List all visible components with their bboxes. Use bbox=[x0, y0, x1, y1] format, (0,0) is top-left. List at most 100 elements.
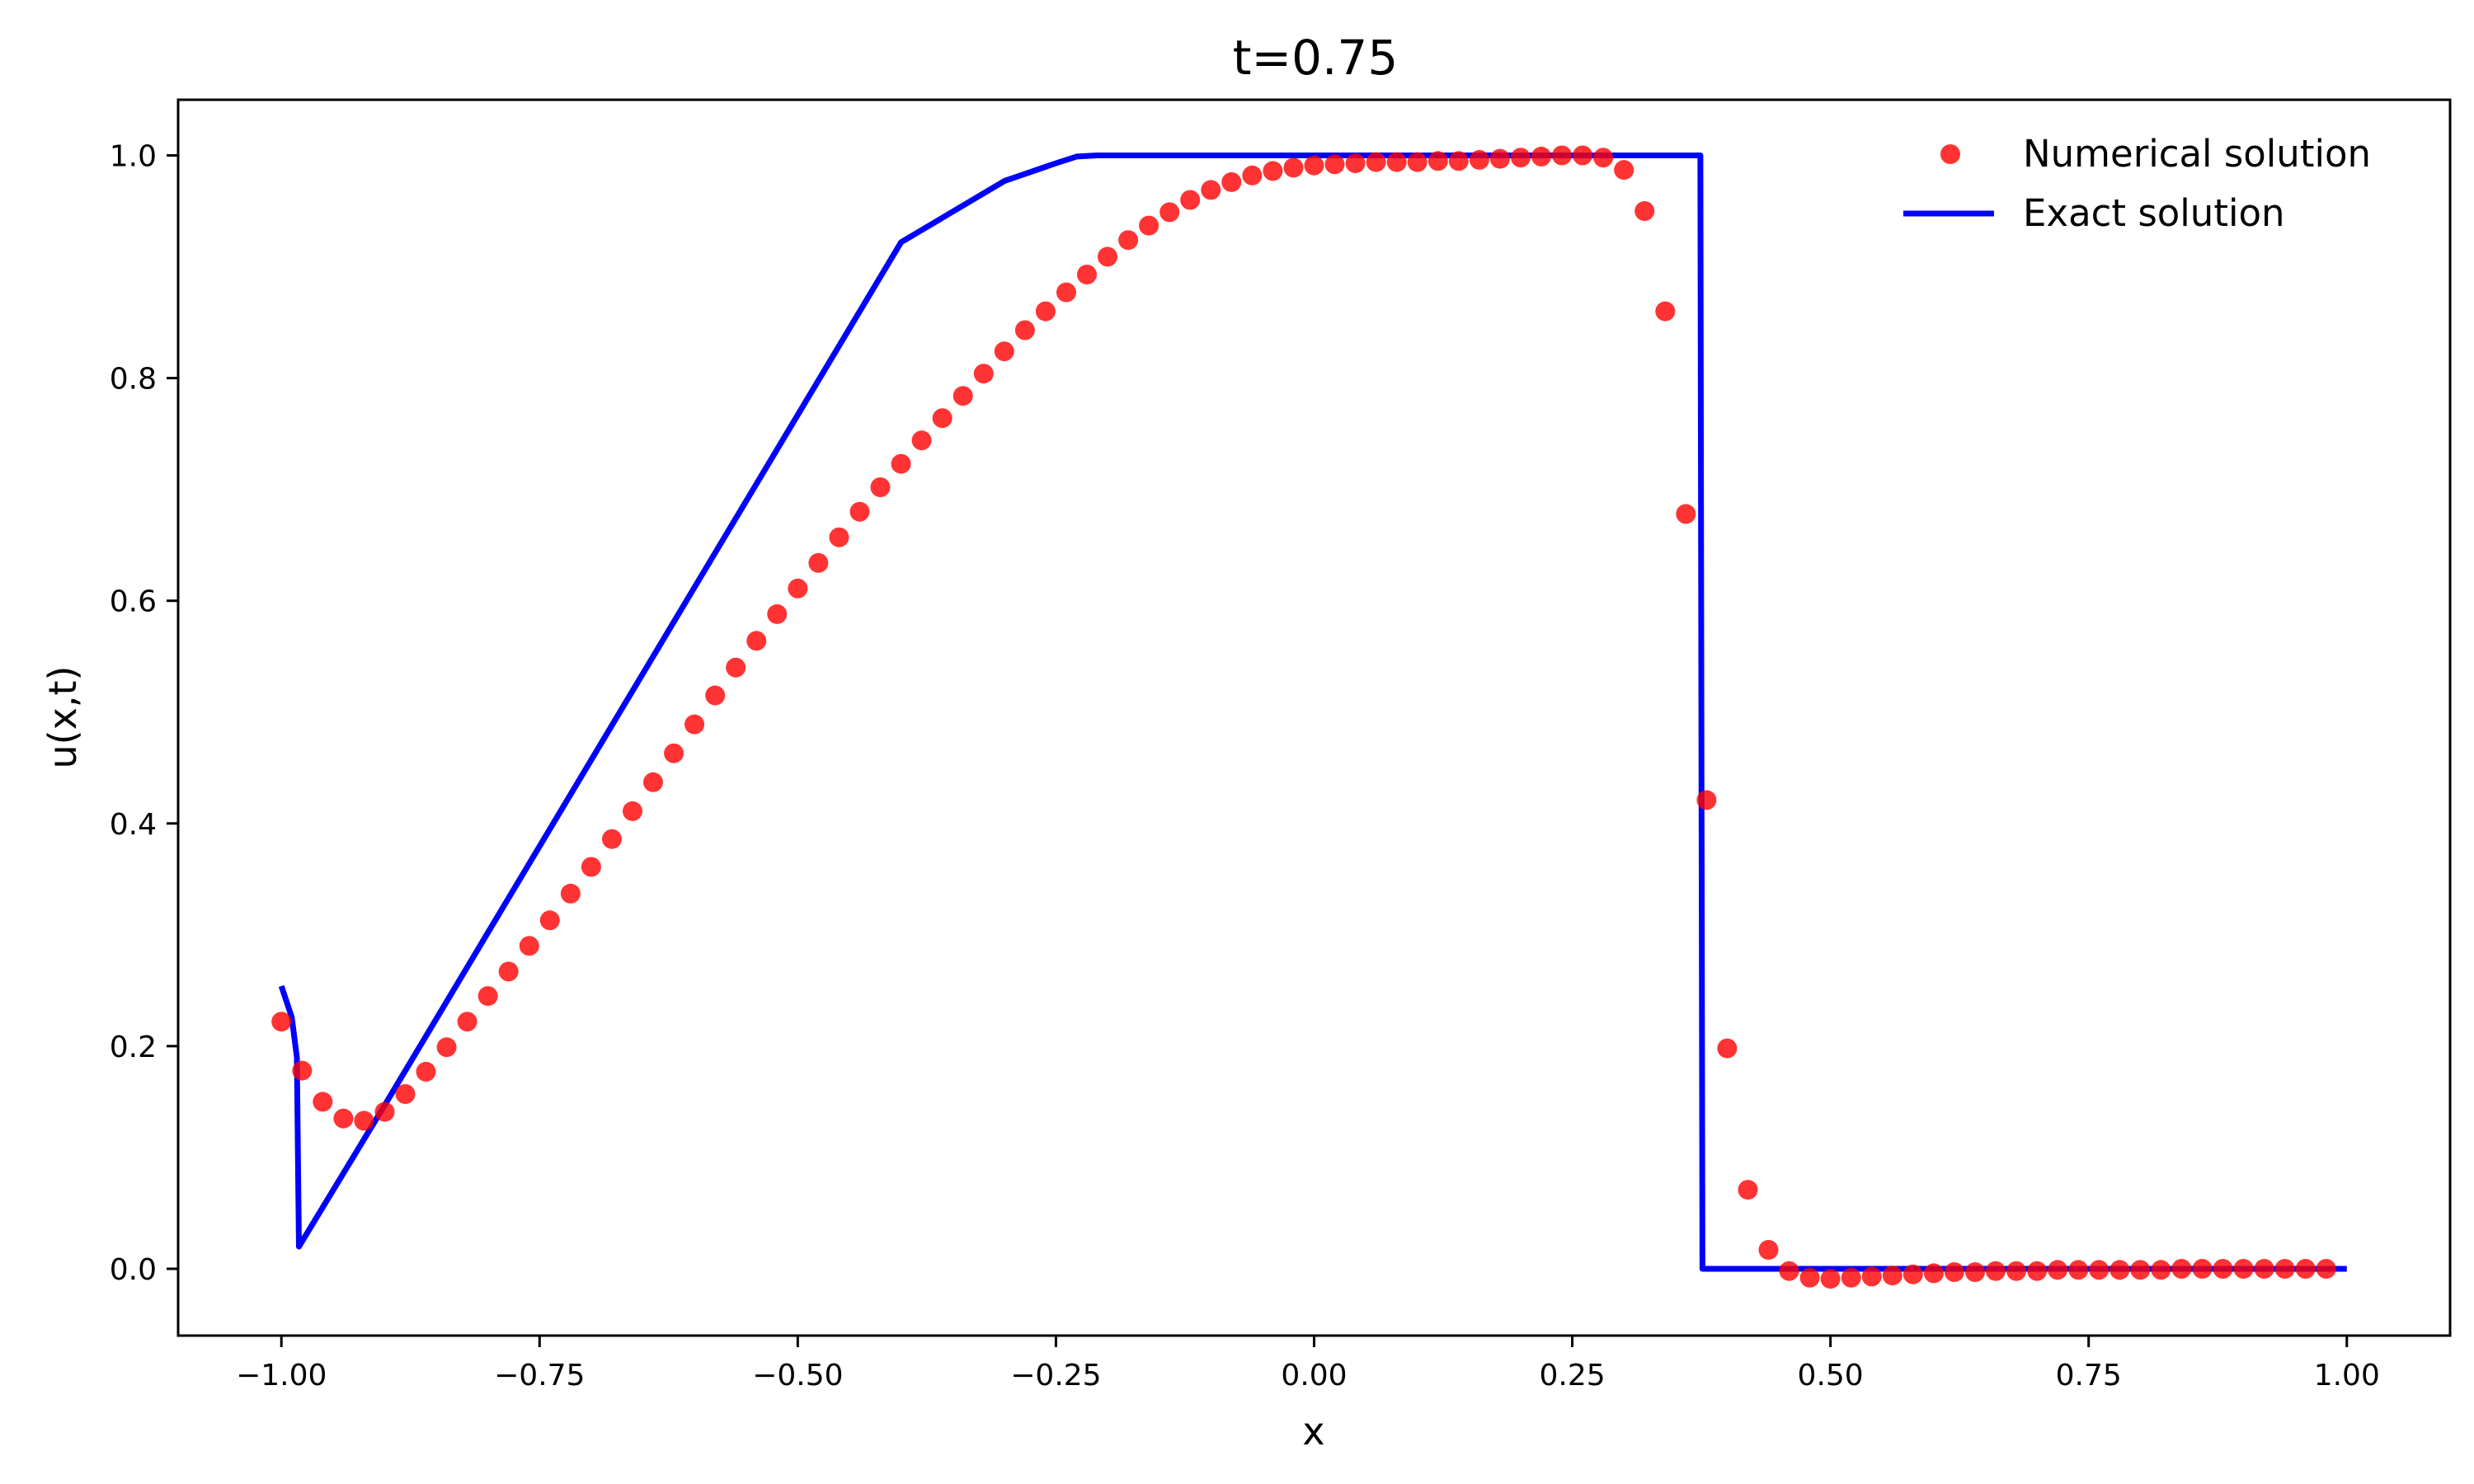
numerical-solution-point bbox=[1056, 282, 1076, 303]
y-tick-label: 0.8 bbox=[110, 363, 157, 397]
numerical-solution-point bbox=[271, 1012, 292, 1032]
x-tick-label: 0.50 bbox=[1798, 1359, 1864, 1392]
numerical-solution-point bbox=[1159, 202, 1180, 223]
numerical-solution-point bbox=[623, 801, 642, 821]
numerical-solution-point bbox=[994, 341, 1014, 362]
numerical-solution-point bbox=[416, 1061, 436, 1082]
numerical-solution-point bbox=[2192, 1259, 2213, 1279]
numerical-solution-point bbox=[705, 685, 726, 706]
x-axis: −1.00 −0.75 −0.50 −0.25 0.00 0.25 0.50 0.75 1.00 bbox=[236, 1336, 2380, 1392]
x-tick-label: −0.50 bbox=[752, 1359, 843, 1392]
x-tick-label: −0.75 bbox=[494, 1359, 585, 1392]
y-axis: 0.0 0.2 0.4 0.6 0.8 1.0 bbox=[110, 140, 178, 1287]
exact-solution-line bbox=[278, 153, 2347, 1272]
y-tick-label: 1.0 bbox=[110, 140, 157, 174]
numerical-solution-point bbox=[870, 477, 891, 497]
numerical-solution-point bbox=[2274, 1259, 2295, 1279]
numerical-solution-point bbox=[2295, 1259, 2316, 1279]
numerical-solution-point bbox=[581, 857, 601, 877]
numerical-solution-point bbox=[684, 714, 705, 735]
numerical-solution-point bbox=[1614, 160, 1634, 181]
numerical-solution-point bbox=[436, 1037, 457, 1058]
numerical-solution-point bbox=[1779, 1261, 1799, 1281]
numerical-solution-point bbox=[1077, 265, 1097, 284]
numerical-solution-point bbox=[911, 430, 932, 451]
numerical-solution-point bbox=[2171, 1259, 2192, 1279]
numerical-solution-point bbox=[2254, 1259, 2274, 1279]
numerical-solution-point bbox=[1593, 148, 1614, 168]
numerical-solution-point bbox=[1035, 301, 1056, 322]
numerical-solution-point bbox=[1717, 1038, 1738, 1059]
numerical-solution-point bbox=[829, 527, 849, 547]
numerical-solution-point bbox=[292, 1060, 313, 1081]
axes-frame bbox=[176, 98, 2452, 1337]
x-tick-label: −1.00 bbox=[236, 1359, 327, 1392]
numerical-solution-point bbox=[354, 1111, 374, 1131]
numerical-solution-point bbox=[788, 578, 808, 599]
numerical-solution-point bbox=[1469, 149, 1489, 170]
numerical-solution-point bbox=[1552, 145, 1572, 166]
numerical-solution-point bbox=[1841, 1267, 1861, 1288]
x-tick-label: −0.25 bbox=[1010, 1359, 1101, 1392]
numerical-solution-point bbox=[1180, 190, 1201, 210]
x-tick-label: 0.75 bbox=[2056, 1359, 2122, 1392]
x-tick-label: 0.00 bbox=[1281, 1359, 1347, 1392]
numerical-solution-point bbox=[498, 961, 519, 982]
numerical-solution-point bbox=[2130, 1260, 2151, 1280]
numerical-solution-point bbox=[2233, 1259, 2254, 1279]
numerical-solution-point bbox=[2089, 1260, 2109, 1280]
numerical-solution-point bbox=[1427, 151, 1448, 171]
numerical-solution-point bbox=[1882, 1266, 1903, 1286]
x-tick-label: 1.00 bbox=[2314, 1359, 2380, 1392]
numerical-solution-point bbox=[395, 1084, 416, 1104]
numerical-solution-point bbox=[1366, 152, 1386, 172]
numerical-solution-point bbox=[1201, 180, 1221, 200]
numerical-solution-point bbox=[2048, 1260, 2068, 1280]
numerical-solution-point bbox=[457, 1012, 477, 1032]
numerical-solution-point bbox=[1965, 1262, 1985, 1282]
numerical-solution-point bbox=[643, 772, 663, 792]
numerical-solution-point bbox=[1098, 247, 1117, 267]
numerical-solution-point bbox=[1944, 1262, 1964, 1282]
legend-label-exact: Exact solution bbox=[2023, 191, 2285, 235]
numerical-solution-point bbox=[1861, 1266, 1882, 1287]
numerical-solution-point bbox=[477, 986, 498, 1007]
numerical-solution-point bbox=[2068, 1260, 2089, 1280]
numerical-solution-point bbox=[519, 936, 539, 956]
numerical-solution-point bbox=[2151, 1260, 2171, 1280]
plot-area bbox=[271, 145, 2347, 1289]
y-tick-label: 0.0 bbox=[110, 1253, 157, 1287]
numerical-solution-point bbox=[952, 386, 973, 406]
x-axis-label: x bbox=[1302, 1409, 1324, 1453]
numerical-solution-point bbox=[1283, 157, 1304, 178]
numerical-solution-point bbox=[973, 364, 994, 384]
legend: Numerical solution Exact solution bbox=[1903, 132, 2371, 235]
numerical-solution-point bbox=[1139, 215, 1159, 236]
numerical-solution-point bbox=[313, 1092, 333, 1112]
numerical-solution-point bbox=[2027, 1261, 2048, 1281]
numerical-solution-point bbox=[767, 603, 788, 624]
numerical-solution-point bbox=[1242, 165, 1263, 186]
chart-title: t=0.75 bbox=[1233, 30, 1398, 86]
numerical-solution-point bbox=[1448, 151, 1469, 171]
numerical-solution-point bbox=[746, 631, 767, 651]
numerical-solution-point bbox=[539, 910, 560, 931]
numerical-solution-point bbox=[1511, 148, 1531, 168]
y-tick-label: 0.4 bbox=[110, 808, 157, 842]
numerical-solution-point bbox=[808, 552, 829, 573]
numerical-solution-point bbox=[1345, 153, 1366, 173]
numerical-solution-point bbox=[932, 408, 952, 429]
numerical-solution-point bbox=[1986, 1261, 2006, 1281]
x-tick-label: 0.25 bbox=[1539, 1359, 1605, 1392]
numerical-solution-point bbox=[1489, 148, 1510, 169]
numerical-solution-point bbox=[1738, 1180, 1758, 1200]
numerical-solution-point bbox=[849, 501, 870, 522]
numerical-solution-point bbox=[2213, 1259, 2233, 1279]
numerical-solution-point bbox=[333, 1108, 354, 1129]
numerical-solution-point bbox=[1758, 1240, 1779, 1260]
numerical-solution-point bbox=[1118, 230, 1139, 251]
numerical-solution-point bbox=[664, 743, 684, 763]
numerical-solution-point bbox=[1820, 1269, 1841, 1289]
numerical-solution-point bbox=[1799, 1267, 1820, 1288]
